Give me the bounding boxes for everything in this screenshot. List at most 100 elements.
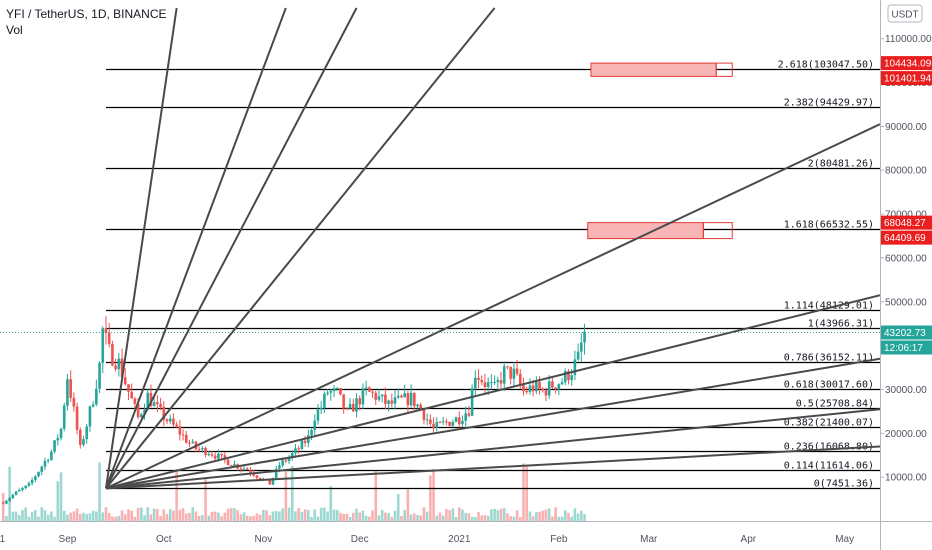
- fib-level-label: 2.618(103047.50): [778, 60, 874, 71]
- candle-body: [117, 358, 121, 370]
- candle-body: [75, 406, 79, 430]
- candle-countdown-tag: 12:06:17: [884, 343, 923, 354]
- volume-bar: [380, 509, 384, 521]
- candle-body: [123, 377, 127, 385]
- volume-bar: [547, 508, 551, 521]
- fib-level-label: 2(80481.26): [808, 159, 874, 170]
- candle-body: [413, 392, 416, 407]
- candle-body: [419, 404, 423, 410]
- volume-bar: [8, 466, 11, 521]
- volume-bar: [201, 515, 204, 521]
- current-price-tag: 43202.73: [884, 328, 926, 339]
- candle-body: [441, 421, 445, 423]
- candle-body: [358, 398, 362, 405]
- volume-bar: [56, 481, 60, 521]
- candle-body: [107, 332, 111, 344]
- volume-bar: [143, 515, 146, 521]
- volume-bar: [274, 511, 278, 521]
- candle-body: [313, 420, 317, 431]
- candle-body: [371, 391, 374, 393]
- candle-body: [217, 453, 220, 459]
- current-price-tag-bg: [881, 325, 932, 340]
- candle-body: [140, 414, 143, 418]
- volume-bar: [451, 508, 455, 521]
- time-axis-label: Dec: [351, 534, 369, 545]
- volume-bar: [21, 510, 24, 521]
- volume-bar: [525, 466, 529, 521]
- volume-bar: [271, 511, 275, 521]
- volume-bar: [117, 515, 121, 521]
- fan-line: [105, 357, 880, 490]
- target-zones: [587, 62, 733, 240]
- volume-bar: [570, 516, 573, 521]
- volume-bar: [85, 514, 89, 521]
- candle-body: [191, 441, 195, 443]
- candle-body: [181, 434, 185, 436]
- candle-body: [27, 483, 31, 486]
- time-axis-label: Nov: [254, 534, 272, 545]
- volume-bar: [518, 516, 522, 521]
- candle-body: [130, 391, 133, 399]
- candle-body: [580, 342, 583, 352]
- volume-bar: [104, 507, 108, 521]
- candle-body: [82, 439, 85, 445]
- candle-body: [422, 409, 426, 420]
- fib-level-label: 1.618(66532.55): [784, 220, 874, 231]
- volume-bar: [438, 512, 442, 521]
- volume-bar: [210, 511, 214, 521]
- volume-bar: [563, 510, 567, 521]
- volume-bar: [59, 472, 63, 521]
- candle-body: [557, 384, 561, 390]
- volume-bar: [162, 509, 166, 521]
- volume-bar: [101, 512, 105, 521]
- candle-body: [316, 409, 320, 421]
- candle-body: [509, 366, 512, 379]
- volume-bar: [551, 516, 554, 521]
- candle-body: [268, 479, 272, 485]
- candle-body: [535, 381, 538, 392]
- zone-bottom-price-tag-bg: [881, 71, 932, 86]
- volume-bar: [156, 509, 159, 521]
- volume-bar: [454, 516, 458, 521]
- volume-bar: [377, 515, 381, 521]
- candle-body: [429, 419, 432, 424]
- candle-body: [480, 379, 484, 383]
- volume-bar: [310, 516, 313, 521]
- candle-body: [85, 426, 89, 440]
- volume-bar: [413, 513, 416, 521]
- candle-body: [403, 393, 406, 398]
- candle-body: [551, 381, 554, 388]
- candle-body: [361, 388, 365, 405]
- candle-body: [307, 435, 310, 443]
- zone-box-outline: [702, 222, 733, 240]
- candle-body: [387, 400, 390, 404]
- candle-body: [17, 489, 21, 492]
- volume-label[interactable]: Vol: [6, 23, 23, 37]
- volume-bar: [236, 510, 239, 521]
- candle-body: [66, 379, 69, 406]
- candle-body: [355, 398, 358, 412]
- zone-bottom-price-tag: 101401.94: [884, 74, 932, 85]
- candle-body: [242, 468, 246, 470]
- volume-bar: [425, 511, 429, 521]
- candle-body: [290, 453, 294, 458]
- volume-bar: [358, 512, 362, 521]
- volume-bar: [172, 510, 175, 521]
- time-axis-label: 11: [0, 534, 6, 545]
- candle-body: [303, 440, 307, 443]
- candle-body: [62, 405, 66, 429]
- candle-body: [88, 406, 92, 427]
- volume-bar: [27, 516, 31, 521]
- volume-bar: [40, 507, 44, 521]
- candle-body: [226, 459, 230, 466]
- candle-body: [281, 460, 284, 466]
- volume-bar: [374, 470, 378, 521]
- volume-bar: [313, 509, 317, 521]
- candle-body: [409, 392, 413, 406]
- volume-bar: [1, 492, 5, 521]
- symbol-title[interactable]: YFI / TetherUS, 1D, BINANCE: [6, 7, 167, 21]
- candle-body: [159, 404, 162, 407]
- candle-body: [329, 391, 333, 393]
- candle-body: [172, 418, 175, 425]
